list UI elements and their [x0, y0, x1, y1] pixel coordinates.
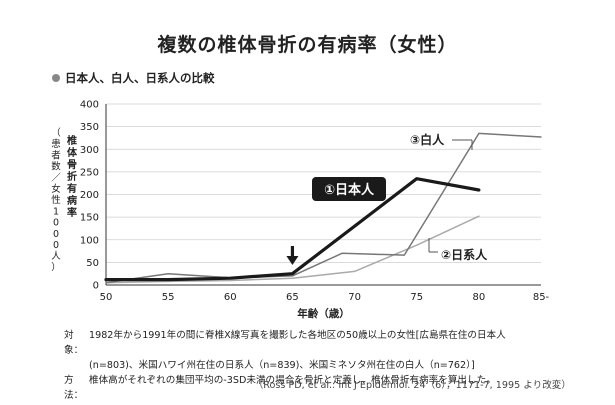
y-axis-unit-char: （: [51, 127, 61, 139]
y-tick-label: 0: [93, 281, 99, 292]
x-tick-label: 70: [348, 292, 361, 303]
series-label-white: ③白人: [410, 132, 445, 147]
x-axis-title: 年齢（歳）: [297, 307, 350, 320]
y-axis-title-char: 有: [67, 182, 77, 195]
method-text: 椎体高がそれぞれの集団平均の-3SD未満の場合を骨折と定義し、椎体骨折有病率を算…: [89, 375, 496, 386]
y-axis-unit-char: ／: [51, 173, 61, 184]
y-tick-label: 150: [80, 213, 99, 224]
y-axis-unit-char: 患: [51, 138, 61, 150]
y-axis-title-char: 率: [67, 206, 77, 219]
series-line: [104, 177, 481, 282]
y-tick-label: 400: [80, 100, 99, 111]
y-axis-unit-char: 女: [51, 183, 61, 195]
subject-line1: 1982年から1991年の間に脊椎X線写真を撮影した各地区の50歳以上の女性[広…: [89, 330, 506, 341]
notes-block: 対象： 1982年から1991年の間に脊椎X線写真を撮影した各地区の50歳以上の…: [64, 328, 506, 403]
y-axis-unit-char: 0: [53, 229, 59, 240]
x-tick-label: 85-: [533, 292, 550, 303]
x-tick-label: 75: [410, 292, 423, 303]
series-label-box: [312, 177, 386, 201]
y-axis-unit-char: 数: [51, 161, 61, 173]
series-label-japanese: ①日本人: [324, 182, 375, 198]
source-citation: （Ross PD, et al.: Int J Epidemiol. 24（6）…: [253, 380, 571, 391]
arrow-head: [286, 256, 299, 265]
chart-title: 複数の椎体骨折の有病率（女性）: [157, 34, 458, 56]
subtitle-text: 日本人、白人、日系人の比較: [65, 71, 215, 85]
y-axis-unit-char: 0: [53, 240, 59, 251]
bullet-icon: [52, 74, 60, 82]
x-tick-label: 60: [224, 292, 237, 303]
x-tick-label: 80: [472, 292, 485, 303]
y-tick-label: 350: [80, 122, 99, 133]
y-axis-unit-char: 性: [51, 194, 61, 206]
subject-label: 対象：: [64, 330, 84, 356]
y-axis-title-char: 椎: [66, 134, 77, 147]
x-tick-label: 55: [162, 292, 175, 303]
y-tick-label: 250: [80, 167, 99, 178]
chart-subtitle: 日本人、白人、日系人の比較: [52, 70, 215, 86]
y-tick-label: 300: [80, 145, 99, 156]
x-tick-label: 65: [286, 292, 299, 303]
y-axis-title-char: 骨: [67, 159, 77, 171]
method-label: 方法：: [64, 375, 84, 401]
x-tick-label: 50: [100, 292, 113, 303]
y-tick-label: 200: [80, 190, 99, 201]
subject-line2: (n=803)、米国ハワイ州在住の日系人（n=839)、米国ミネソタ州在住の白人…: [89, 360, 475, 371]
arrow-shaft: [290, 246, 295, 257]
y-axis-title-char: 病: [67, 194, 77, 207]
series-line: [105, 132, 542, 284]
y-axis-unit-char: 0: [53, 218, 59, 229]
y-axis-title-char: 体: [67, 146, 78, 159]
y-tick-label: 50: [86, 258, 99, 269]
y-axis-unit-char: ）: [51, 261, 61, 273]
y-axis-unit-char: 1: [53, 206, 59, 217]
y-tick-label: 100: [80, 235, 99, 246]
series-line: [105, 215, 480, 284]
y-axis-title-char: 折: [67, 170, 77, 183]
series-label-japanese-american: ②日系人: [441, 247, 488, 262]
y-axis-unit-char: 者: [51, 150, 61, 161]
y-axis-unit-char: 人: [51, 251, 61, 262]
